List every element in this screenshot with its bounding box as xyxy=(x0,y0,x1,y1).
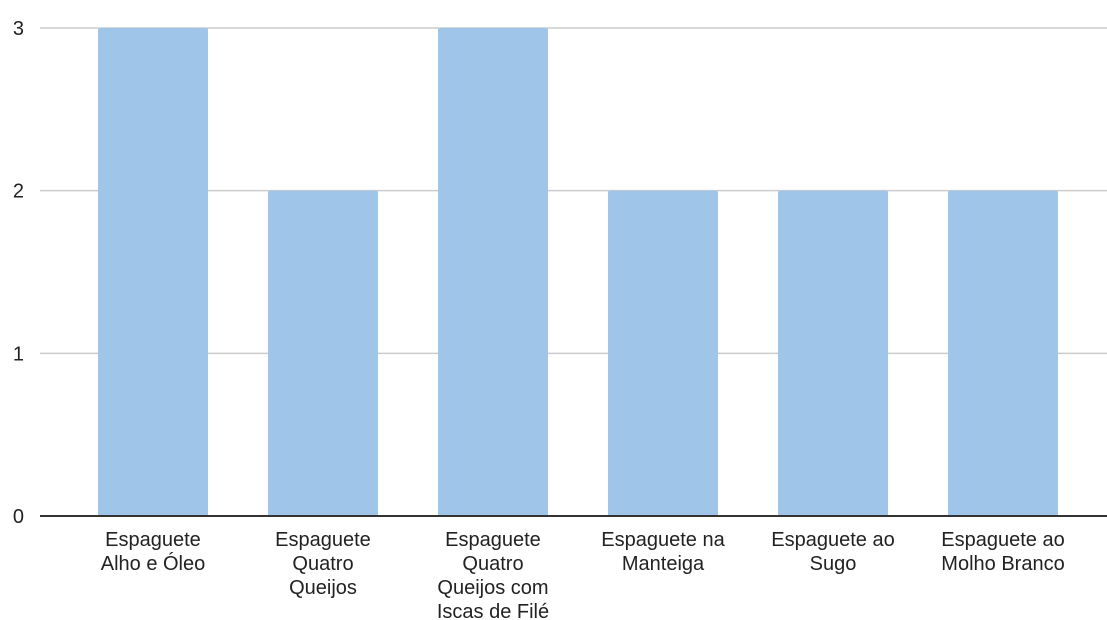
y-tick-label-3: 3 xyxy=(13,18,24,40)
x-category-label-line: Queijos com xyxy=(437,577,548,599)
bars xyxy=(98,28,1058,516)
x-category-label-line: Queijos xyxy=(289,577,357,599)
gridlines xyxy=(40,27,1107,355)
x-category-label-6: Espaguete ao Molho Branco xyxy=(941,529,1064,575)
y-tick-label-0: 0 xyxy=(13,506,24,528)
bar-1 xyxy=(98,28,208,516)
x-category-label-5: Espaguete ao Sugo xyxy=(771,529,894,575)
x-category-label-line: Molho Branco xyxy=(941,553,1064,575)
x-category-label-3: Espaguete Quatro Queijos com Iscas de Filé xyxy=(437,529,549,620)
x-category-label-2: Espaguete Quatro Queijos xyxy=(275,529,371,599)
bar-3 xyxy=(438,28,548,516)
bar-5 xyxy=(778,190,888,516)
x-category-label-line: Alho e Óleo xyxy=(101,552,206,575)
y-tick-label-2: 2 xyxy=(13,181,24,203)
bar-6 xyxy=(948,190,1058,516)
x-category-label-line: Sugo xyxy=(810,553,857,575)
bar-2 xyxy=(268,190,378,516)
x-category-label-line: Espaguete xyxy=(105,529,201,551)
x-category-label-line: Quatro xyxy=(292,553,353,575)
x-category-label-line: Iscas de Filé xyxy=(437,601,549,620)
bar-4 xyxy=(608,190,718,516)
x-category-label-line: Espaguete ao xyxy=(771,529,894,551)
x-category-label-line: Espaguete xyxy=(445,529,541,551)
x-category-label-line: Espaguete ao xyxy=(941,529,1064,551)
x-category-label-line: Manteiga xyxy=(622,553,705,575)
y-tick-labels: 0 1 2 3 xyxy=(13,18,24,528)
x-category-label-1: Espaguete Alho e Óleo xyxy=(101,529,206,575)
y-tick-label-1: 1 xyxy=(13,343,24,365)
x-category-label-line: Quatro xyxy=(462,553,523,575)
x-category-label-line: Espaguete na xyxy=(601,529,725,551)
x-category-label-4: Espaguete na Manteiga xyxy=(601,529,725,575)
x-category-label-line: Espaguete xyxy=(275,529,371,551)
